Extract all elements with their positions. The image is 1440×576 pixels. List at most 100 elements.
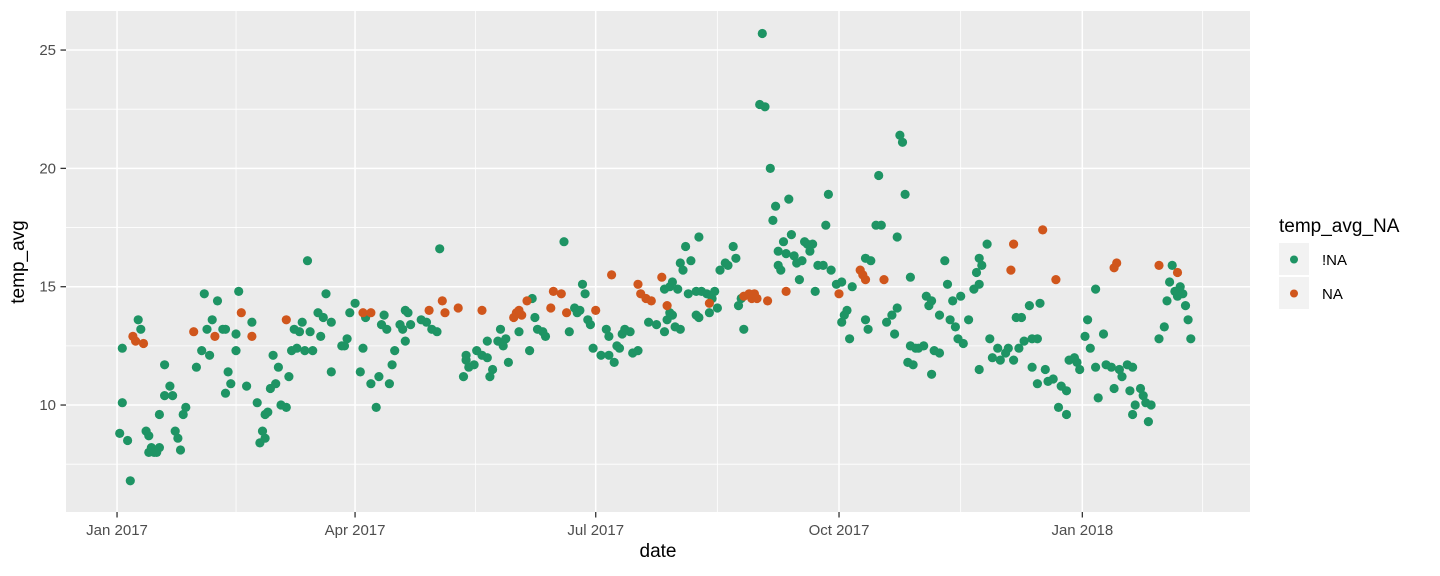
data-point-not-na xyxy=(1138,391,1148,401)
data-point-not-na xyxy=(220,388,231,398)
data-point-not-na xyxy=(371,402,381,412)
legend-label-na: NA xyxy=(1322,286,1343,303)
data-point-na xyxy=(763,296,773,306)
data-point-not-na xyxy=(564,327,574,337)
data-point-na xyxy=(281,315,291,325)
data-point-not-na xyxy=(1035,298,1045,308)
data-point-not-na xyxy=(678,265,688,275)
data-point-not-na xyxy=(604,331,614,341)
data-point-not-na xyxy=(326,367,336,377)
data-point-not-na xyxy=(945,315,955,325)
data-point-not-na xyxy=(160,360,170,370)
data-point-not-na xyxy=(339,341,350,351)
data-point-not-na xyxy=(390,346,400,356)
data-point-not-na xyxy=(892,303,902,313)
data-point-not-na xyxy=(165,381,175,391)
data-point-not-na xyxy=(117,398,127,408)
data-point-not-na xyxy=(350,298,360,308)
data-point-not-na xyxy=(281,402,291,412)
data-point-not-na xyxy=(358,343,368,353)
data-point-not-na xyxy=(1080,331,1090,341)
data-point-not-na xyxy=(1048,374,1058,384)
data-point-na xyxy=(366,308,376,318)
data-point-na xyxy=(1154,260,1164,270)
data-point-not-na xyxy=(675,324,685,334)
data-point-not-na xyxy=(1032,379,1042,389)
data-point-not-na xyxy=(199,289,209,299)
data-point-not-na xyxy=(435,244,445,254)
data-point-not-na xyxy=(1024,301,1034,311)
data-point-not-na xyxy=(271,379,281,389)
data-point-not-na xyxy=(601,324,611,334)
data-point-na xyxy=(1051,275,1061,285)
data-point-na xyxy=(781,286,791,296)
data-point-not-na xyxy=(948,296,958,306)
data-point-not-na xyxy=(1125,386,1135,396)
data-point-not-na xyxy=(223,367,233,377)
data-point-not-na xyxy=(212,296,223,306)
data-point-na xyxy=(131,336,141,346)
data-point-not-na xyxy=(958,338,968,349)
data-point-not-na xyxy=(686,256,696,266)
data-point-not-na xyxy=(144,431,154,441)
y-tick-label: 15 xyxy=(39,279,56,296)
data-point-na xyxy=(704,298,715,308)
data-point-na xyxy=(453,303,463,313)
data-point-not-na xyxy=(786,230,797,240)
data-point-not-na xyxy=(773,246,783,256)
data-point-not-na xyxy=(765,163,775,173)
data-point-not-na xyxy=(1027,362,1037,372)
data-point-not-na xyxy=(117,343,127,353)
data-point-not-na xyxy=(220,324,231,334)
data-point-not-na xyxy=(1016,312,1027,323)
data-point-not-na xyxy=(294,327,305,337)
data-point-not-na xyxy=(789,251,799,261)
legend-item-na: NA xyxy=(1279,277,1343,309)
data-point-na xyxy=(879,275,889,285)
x-tick-label: Jan 2017 xyxy=(86,522,148,539)
data-point-na xyxy=(548,286,559,296)
data-point-not-na xyxy=(242,381,252,391)
data-point-na xyxy=(591,305,601,315)
data-point-not-na xyxy=(651,320,662,330)
data-point-not-na xyxy=(1143,417,1153,427)
data-point-na xyxy=(607,270,617,280)
legend-item-not-na: !NA xyxy=(1279,243,1347,275)
data-point-not-na xyxy=(723,260,733,270)
data-point-na xyxy=(189,327,199,337)
data-point-not-na xyxy=(596,350,606,360)
data-point-not-na xyxy=(897,137,908,147)
data-point-not-na xyxy=(345,308,355,318)
data-point-not-na xyxy=(993,343,1003,353)
data-point-not-na xyxy=(421,317,432,327)
data-point-not-na xyxy=(495,324,506,334)
data-point-not-na xyxy=(458,372,469,382)
data-point-not-na xyxy=(874,170,884,181)
data-point-na xyxy=(1009,239,1019,249)
data-point-not-na xyxy=(382,324,392,334)
data-point-not-na xyxy=(675,258,685,268)
data-point-not-na xyxy=(1009,355,1019,365)
data-point-not-na xyxy=(964,315,974,325)
data-point-not-na xyxy=(919,341,929,351)
data-point-not-na xyxy=(625,327,635,337)
data-point-na xyxy=(440,308,450,318)
data-point-not-na xyxy=(178,409,188,420)
y-axis-title: temp_avg xyxy=(8,220,29,303)
data-point-not-na xyxy=(614,343,625,353)
data-point-not-na xyxy=(133,315,143,325)
data-point-not-na xyxy=(1128,409,1138,420)
data-point-not-na xyxy=(733,301,744,311)
data-point-not-na xyxy=(908,360,918,370)
data-point-not-na xyxy=(168,391,178,401)
x-tick-label: Jul 2017 xyxy=(567,522,624,539)
data-point-not-na xyxy=(826,265,836,275)
data-point-not-na xyxy=(488,364,498,375)
data-point-not-na xyxy=(501,334,511,344)
data-point-not-na xyxy=(771,201,781,211)
legend-label-not-na: !NA xyxy=(1322,252,1347,269)
data-point-not-na xyxy=(863,324,873,334)
data-point-not-na xyxy=(202,324,212,334)
data-point-na xyxy=(546,303,556,313)
data-point-not-na xyxy=(321,289,331,299)
